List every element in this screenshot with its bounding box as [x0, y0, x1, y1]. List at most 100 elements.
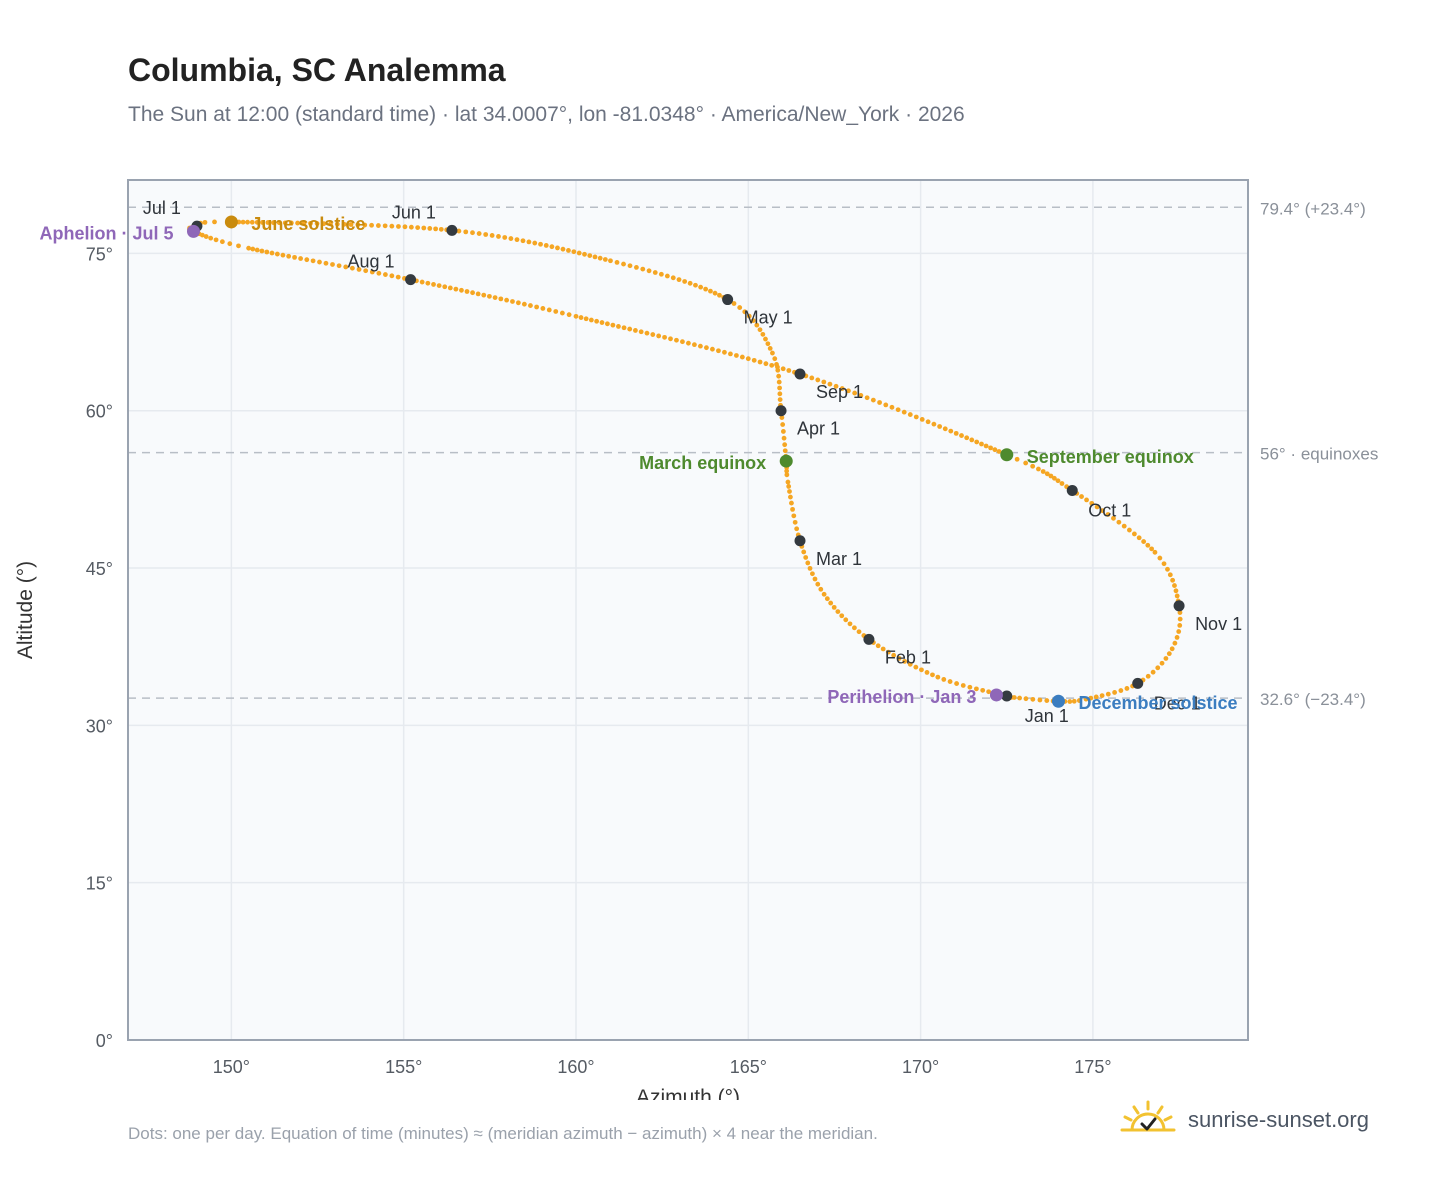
daily-dot [321, 221, 327, 227]
daily-dot [763, 361, 769, 367]
chart-subtitle: The Sun at 12:00 (standard time) · lat 3… [128, 103, 965, 126]
daily-dot [687, 280, 693, 286]
daily-dot [763, 336, 768, 342]
daily-dot [355, 222, 361, 228]
daily-dot [1126, 527, 1132, 533]
month-marker [722, 294, 734, 306]
daily-dot [1051, 475, 1057, 481]
daily-dot [280, 252, 286, 258]
daily-dot [1040, 469, 1046, 474]
daily-dot [608, 258, 613, 264]
daily-dot [498, 296, 504, 302]
daily-dot [573, 313, 579, 319]
daily-dot [633, 328, 638, 333]
daily-dot [779, 415, 785, 420]
daily-dot [833, 383, 839, 389]
daily-dot [937, 424, 943, 429]
daily-dot [578, 315, 584, 320]
daily-dot [260, 220, 265, 225]
event-label: Perihelion · Jan 3 [827, 687, 976, 707]
month-marker [775, 405, 787, 417]
daily-dot [203, 234, 209, 239]
daily-dot [791, 513, 797, 519]
daily-dot [330, 262, 335, 267]
daily-dot [487, 293, 492, 299]
daily-dot [208, 235, 214, 241]
daily-dot [750, 318, 756, 323]
daily-dot [693, 282, 698, 288]
daily-dot [959, 433, 964, 438]
daily-dot [967, 684, 973, 690]
x-tick-label: 155° [385, 1057, 422, 1077]
event-marker [779, 454, 793, 468]
daily-dot [1172, 583, 1177, 588]
y-tick-label: 15° [86, 874, 113, 894]
event-marker [224, 215, 238, 229]
daily-dot [772, 356, 778, 362]
daily-dot [1159, 660, 1165, 666]
daily-dot [1174, 593, 1180, 599]
daily-dot [782, 442, 788, 448]
daily-dot [212, 219, 217, 225]
daily-dot [640, 266, 646, 272]
daily-dot [456, 228, 462, 234]
daily-dot [336, 263, 342, 269]
daily-dot [737, 305, 743, 310]
daily-dot [605, 321, 610, 327]
daily-dot [369, 269, 375, 275]
daily-dot [722, 349, 727, 355]
daily-dot [425, 280, 431, 286]
daily-dot [286, 253, 292, 259]
month-label: Sep 1 [816, 382, 863, 402]
daily-dot [1023, 460, 1029, 466]
y-tick-label: 60° [86, 402, 113, 422]
daily-dot [880, 646, 886, 652]
daily-dot [846, 388, 851, 394]
daily-dot [870, 397, 876, 403]
daily-dot [757, 327, 763, 333]
daily-dot [341, 221, 347, 227]
daily-dot [1036, 466, 1041, 472]
daily-dot [502, 235, 508, 240]
event-marker [1051, 694, 1065, 708]
daily-dot [532, 240, 538, 246]
daily-dot [274, 251, 280, 257]
daily-dot [847, 621, 853, 627]
daily-dot [343, 264, 349, 270]
daily-dot [264, 249, 270, 255]
daily-dot [1093, 694, 1099, 700]
daily-dot [588, 317, 594, 323]
daily-dot [301, 220, 307, 226]
brand[interactable]: sunrise-sunset.org [1120, 1100, 1369, 1140]
sun-check-icon [1120, 1100, 1176, 1132]
daily-dot [249, 219, 255, 225]
x-axis-label: Azimuth (°) [636, 1086, 740, 1100]
daily-dot [389, 273, 395, 279]
daily-dot [913, 414, 919, 420]
daily-dot [919, 416, 925, 422]
daily-dot [710, 346, 715, 352]
daily-dot [1163, 656, 1169, 661]
month-marker [405, 274, 417, 286]
daily-dot [566, 248, 571, 253]
daily-dot [782, 448, 788, 454]
daily-dot [792, 519, 798, 525]
month-marker [1173, 600, 1185, 612]
daily-dot [250, 246, 256, 252]
daily-dot [528, 303, 533, 308]
daily-dot [754, 322, 760, 328]
daily-dot [492, 295, 498, 300]
daily-dot [777, 385, 782, 391]
daily-dot [935, 674, 941, 680]
daily-dot [419, 279, 425, 285]
event-marker [989, 688, 1003, 702]
daily-dot [389, 223, 395, 229]
daily-dot [298, 256, 304, 261]
daily-dot [1030, 696, 1036, 702]
daily-dot [314, 221, 320, 226]
daily-dot [698, 343, 703, 349]
daily-dot [776, 379, 782, 385]
daily-dot [901, 409, 907, 415]
daily-dot [974, 439, 980, 445]
daily-dot [1161, 561, 1167, 567]
